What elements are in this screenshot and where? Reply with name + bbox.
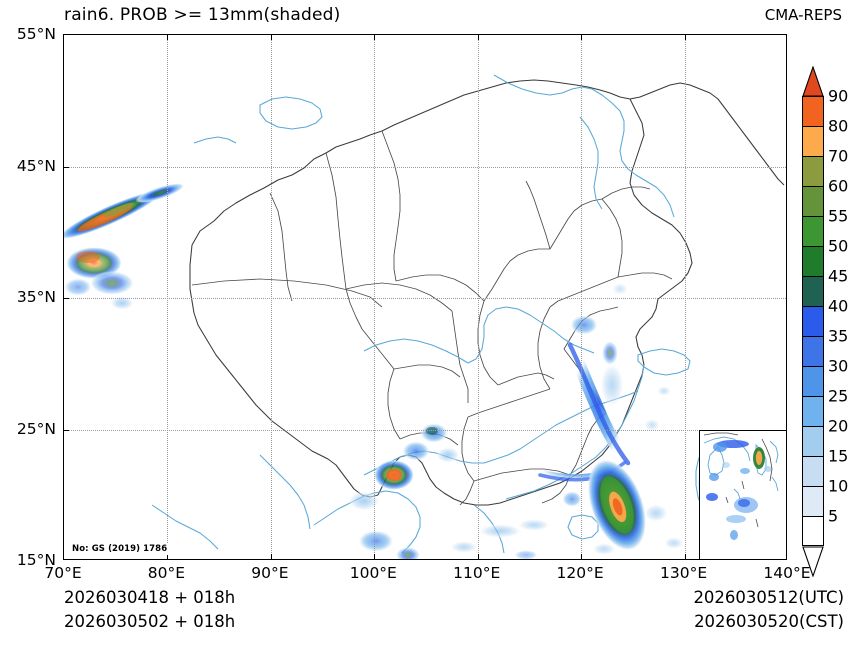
gridline-lat-25 [64,429,786,431]
xtick-label: 140°E [763,564,811,582]
tick-lon-130-top [684,35,686,40]
colorbar-tick-20: 20 [828,416,849,436]
colorbar-tick-55: 55 [828,206,849,226]
tick-lon-80-top [167,35,169,40]
ytick-label: 35°N [16,288,56,306]
ytick-label: 45°N [16,156,56,175]
colorbar-tick-25: 25 [828,386,849,406]
ytick-label: 55°N [16,25,56,43]
colorbar-tick-30: 30 [828,356,849,376]
colorbar-extend-bottom [802,546,824,577]
colorbar-segment-20[interactable] [802,426,824,456]
colorbar-tick-40: 40 [828,296,849,316]
colorbar-tick-10: 10 [828,476,849,496]
gridline-lon-100 [374,35,376,559]
inset-shading [706,440,772,540]
gridline-lon-130 [684,35,686,559]
xtick-label: 120°E [556,564,604,582]
tick-lon-120 [581,554,583,559]
ytick-label: 25°N [16,419,56,438]
map-graphics [64,74,785,559]
xtick-label: 130°E [660,564,708,582]
map-canvas [64,35,786,559]
colorbar-segment-5[interactable] [802,516,824,546]
colorbar-segment-80[interactable] [802,126,824,156]
colorbar-tick-5: 5 [828,506,839,526]
colorbar-tick-90: 90 [828,86,849,106]
south-china-sea-inset [699,430,786,559]
colorbar-segments [802,96,824,546]
tick-lon-90-top [270,35,272,40]
tick-lat-25 [64,429,69,431]
colorbar-tick-35: 35 [828,326,849,346]
colorbar-segment-50[interactable] [802,246,824,276]
colorbar[interactable]: 90 80 70 60 55 50 45 40 35 30 25 20 15 1… [800,56,860,577]
gridline-lat-35 [64,298,786,299]
colorbar-tick-50: 50 [828,236,849,256]
footer-left-line2: 2026030502 + 018h [64,612,236,631]
gridline-lat-45 [64,166,786,168]
tick-lat-45 [64,166,69,168]
ytick-label: 15°N [16,551,56,569]
tick-lon-100 [374,554,376,559]
gridline-lon-110 [477,35,479,559]
colorbar-segment-45[interactable] [802,276,824,306]
footer-left-line1: 2026030418 + 018h [64,588,236,607]
colorbar-tick-60: 60 [828,176,849,196]
gridline-lon-80 [167,35,169,559]
colorbar-segment-70[interactable] [802,156,824,186]
colorbar-tick-70: 70 [828,146,849,166]
colorbar-segment-25[interactable] [802,396,824,426]
xtick-label: 90°E [251,564,289,582]
colorbar-segment-60[interactable] [802,186,824,216]
footer: 2026030418 + 018h 2026030502 + 018h 2026… [0,588,860,643]
footer-right-line1: 2026030512(UTC) [693,588,844,607]
colorbar-extend-top [802,66,824,97]
tick-lon-110-top [477,35,479,40]
xtick-label: 80°E [147,564,186,582]
colorbar-segment-55[interactable] [802,216,824,246]
colorbar-tick-80: 80 [828,116,849,136]
page-title: rain6. PROB >= 13mm(shaded) [64,5,341,25]
colorbar-segment-35[interactable] [802,336,824,366]
colorbar-segment-40[interactable] [802,306,824,336]
model-label: CMA-REPS [764,6,842,24]
colorbar-segment-30[interactable] [802,366,824,396]
tick-lon-130 [684,554,686,559]
map-credit: No: GS (2019) 1786 [70,543,170,555]
xtick-label: 100°E [349,564,397,582]
tick-lon-120-top [581,35,583,40]
probability-shading [64,183,736,559]
xtick-label: 110°E [453,564,501,582]
tick-lon-110 [477,554,479,559]
colorbar-segment-10[interactable] [802,486,824,516]
tick-lon-80 [167,554,169,559]
inset-graphics [703,432,779,540]
colorbar-segment-15[interactable] [802,456,824,486]
xtick-label: 70°E [44,564,82,582]
gridline-lon-90 [270,35,272,559]
colorbar-tick-45: 45 [828,266,849,286]
colorbar-segment-90[interactable] [802,96,824,126]
tick-lon-90 [270,554,272,559]
map-plot-area[interactable]: No: GS (2019) 1786 [63,34,787,560]
gridline-lon-120 [581,35,583,559]
colorbar-tick-15: 15 [828,446,849,466]
footer-right-line2: 2026030520(CST) [694,612,844,631]
tick-lat-35 [64,298,69,299]
tick-lon-100-top [374,35,376,40]
